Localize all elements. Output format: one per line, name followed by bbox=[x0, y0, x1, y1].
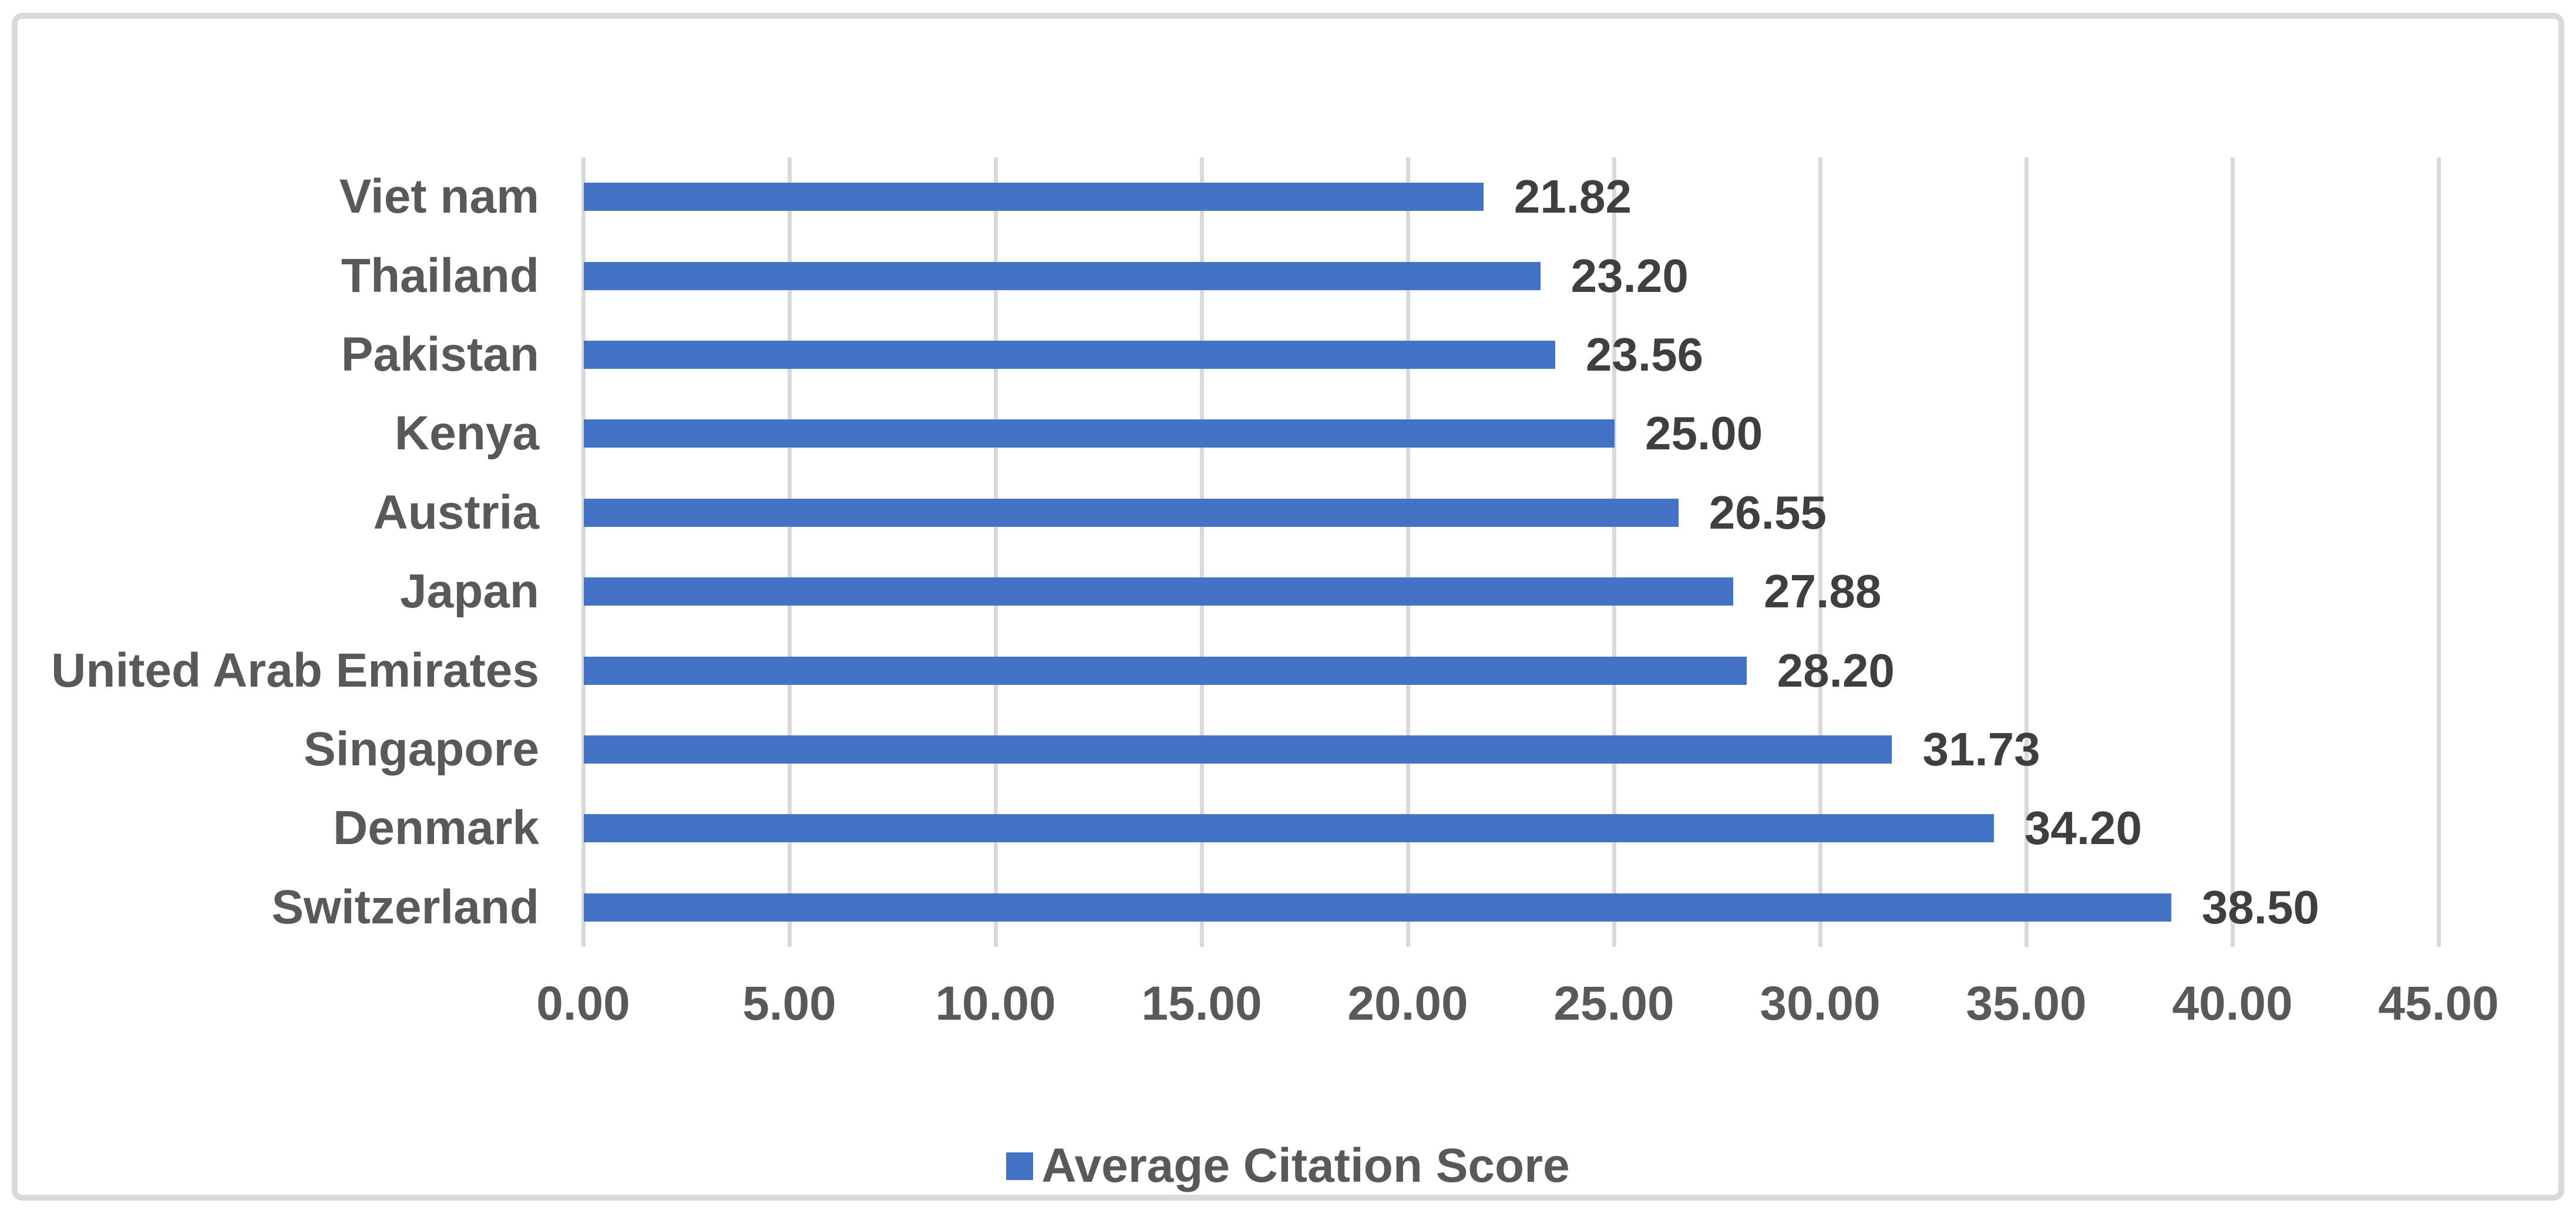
bar-value-label: 38.50 bbox=[2201, 880, 2319, 933]
legend: Average Citation Score bbox=[18, 1134, 2558, 1198]
x-axis-tick-label: 30.00 bbox=[1760, 977, 1881, 1030]
category-label: Japan bbox=[400, 564, 539, 619]
x-axis-tick-label: 45.00 bbox=[2378, 977, 2499, 1030]
gridline bbox=[993, 157, 998, 947]
category-label: Pakistan bbox=[341, 328, 539, 381]
category-label: Singapore bbox=[304, 722, 539, 776]
category-label: Kenya bbox=[394, 406, 539, 461]
x-axis-tick-label: 40.00 bbox=[2172, 977, 2293, 1030]
bar-value-label: 27.88 bbox=[1764, 565, 1882, 618]
category-label: Austria bbox=[373, 485, 539, 539]
bar bbox=[584, 341, 1555, 369]
category-label: United Arab Emirates bbox=[51, 643, 539, 697]
bar bbox=[584, 893, 2171, 922]
bar bbox=[584, 577, 1734, 606]
gridline bbox=[1199, 157, 1204, 947]
bar-value-label: 31.73 bbox=[1922, 723, 2040, 775]
bar bbox=[584, 656, 1747, 685]
legend-marker-icon bbox=[1006, 1152, 1034, 1180]
gridline bbox=[2024, 157, 2029, 947]
bar-value-label: 23.20 bbox=[1571, 249, 1689, 302]
bar-value-label: 25.00 bbox=[1645, 407, 1763, 460]
gridline bbox=[787, 157, 792, 947]
x-axis-tick-label: 35.00 bbox=[1966, 977, 2087, 1030]
x-axis-tick-label: 15.00 bbox=[1141, 977, 1262, 1030]
gridline bbox=[2436, 157, 2441, 947]
bar-value-label: 23.56 bbox=[1585, 328, 1704, 381]
bar bbox=[584, 814, 1994, 843]
bar bbox=[584, 498, 1679, 527]
gridline bbox=[2230, 157, 2235, 947]
x-axis-tick-label: 5.00 bbox=[742, 977, 836, 1030]
bar-value-label: 28.20 bbox=[1777, 644, 1895, 697]
x-axis-tick-label: 10.00 bbox=[935, 977, 1056, 1030]
category-label: Viet nam bbox=[339, 170, 539, 224]
category-label: Thailand bbox=[341, 248, 539, 302]
bar bbox=[584, 419, 1615, 448]
plot-area: 0.00 5.00 10.00 15.00 20.00 25.00 30.00 35.00 40… bbox=[18, 19, 2558, 1195]
x-axis-tick-label: 25.00 bbox=[1553, 977, 1674, 1030]
gridline bbox=[1405, 157, 1410, 947]
legend-label: Average Citation Score bbox=[1041, 1139, 1570, 1192]
bar bbox=[584, 183, 1484, 211]
x-axis-tick-label: 0.00 bbox=[536, 977, 630, 1030]
chart-frame: 0.00 5.00 10.00 15.00 20.00 25.00 30.00 35.00 40… bbox=[12, 13, 2564, 1201]
gridline bbox=[1612, 157, 1616, 947]
gridline bbox=[581, 157, 586, 947]
category-label: Denmark bbox=[333, 801, 539, 855]
bar bbox=[584, 261, 1541, 290]
bar-value-label: 26.55 bbox=[1709, 486, 1827, 539]
bar-value-label: 21.82 bbox=[1514, 170, 1632, 223]
bar bbox=[584, 735, 1892, 764]
category-label: Switzerland bbox=[271, 880, 539, 934]
gridline bbox=[1818, 157, 1822, 947]
x-axis-tick-label: 20.00 bbox=[1347, 977, 1468, 1030]
bar-value-label: 34.20 bbox=[2024, 802, 2143, 855]
